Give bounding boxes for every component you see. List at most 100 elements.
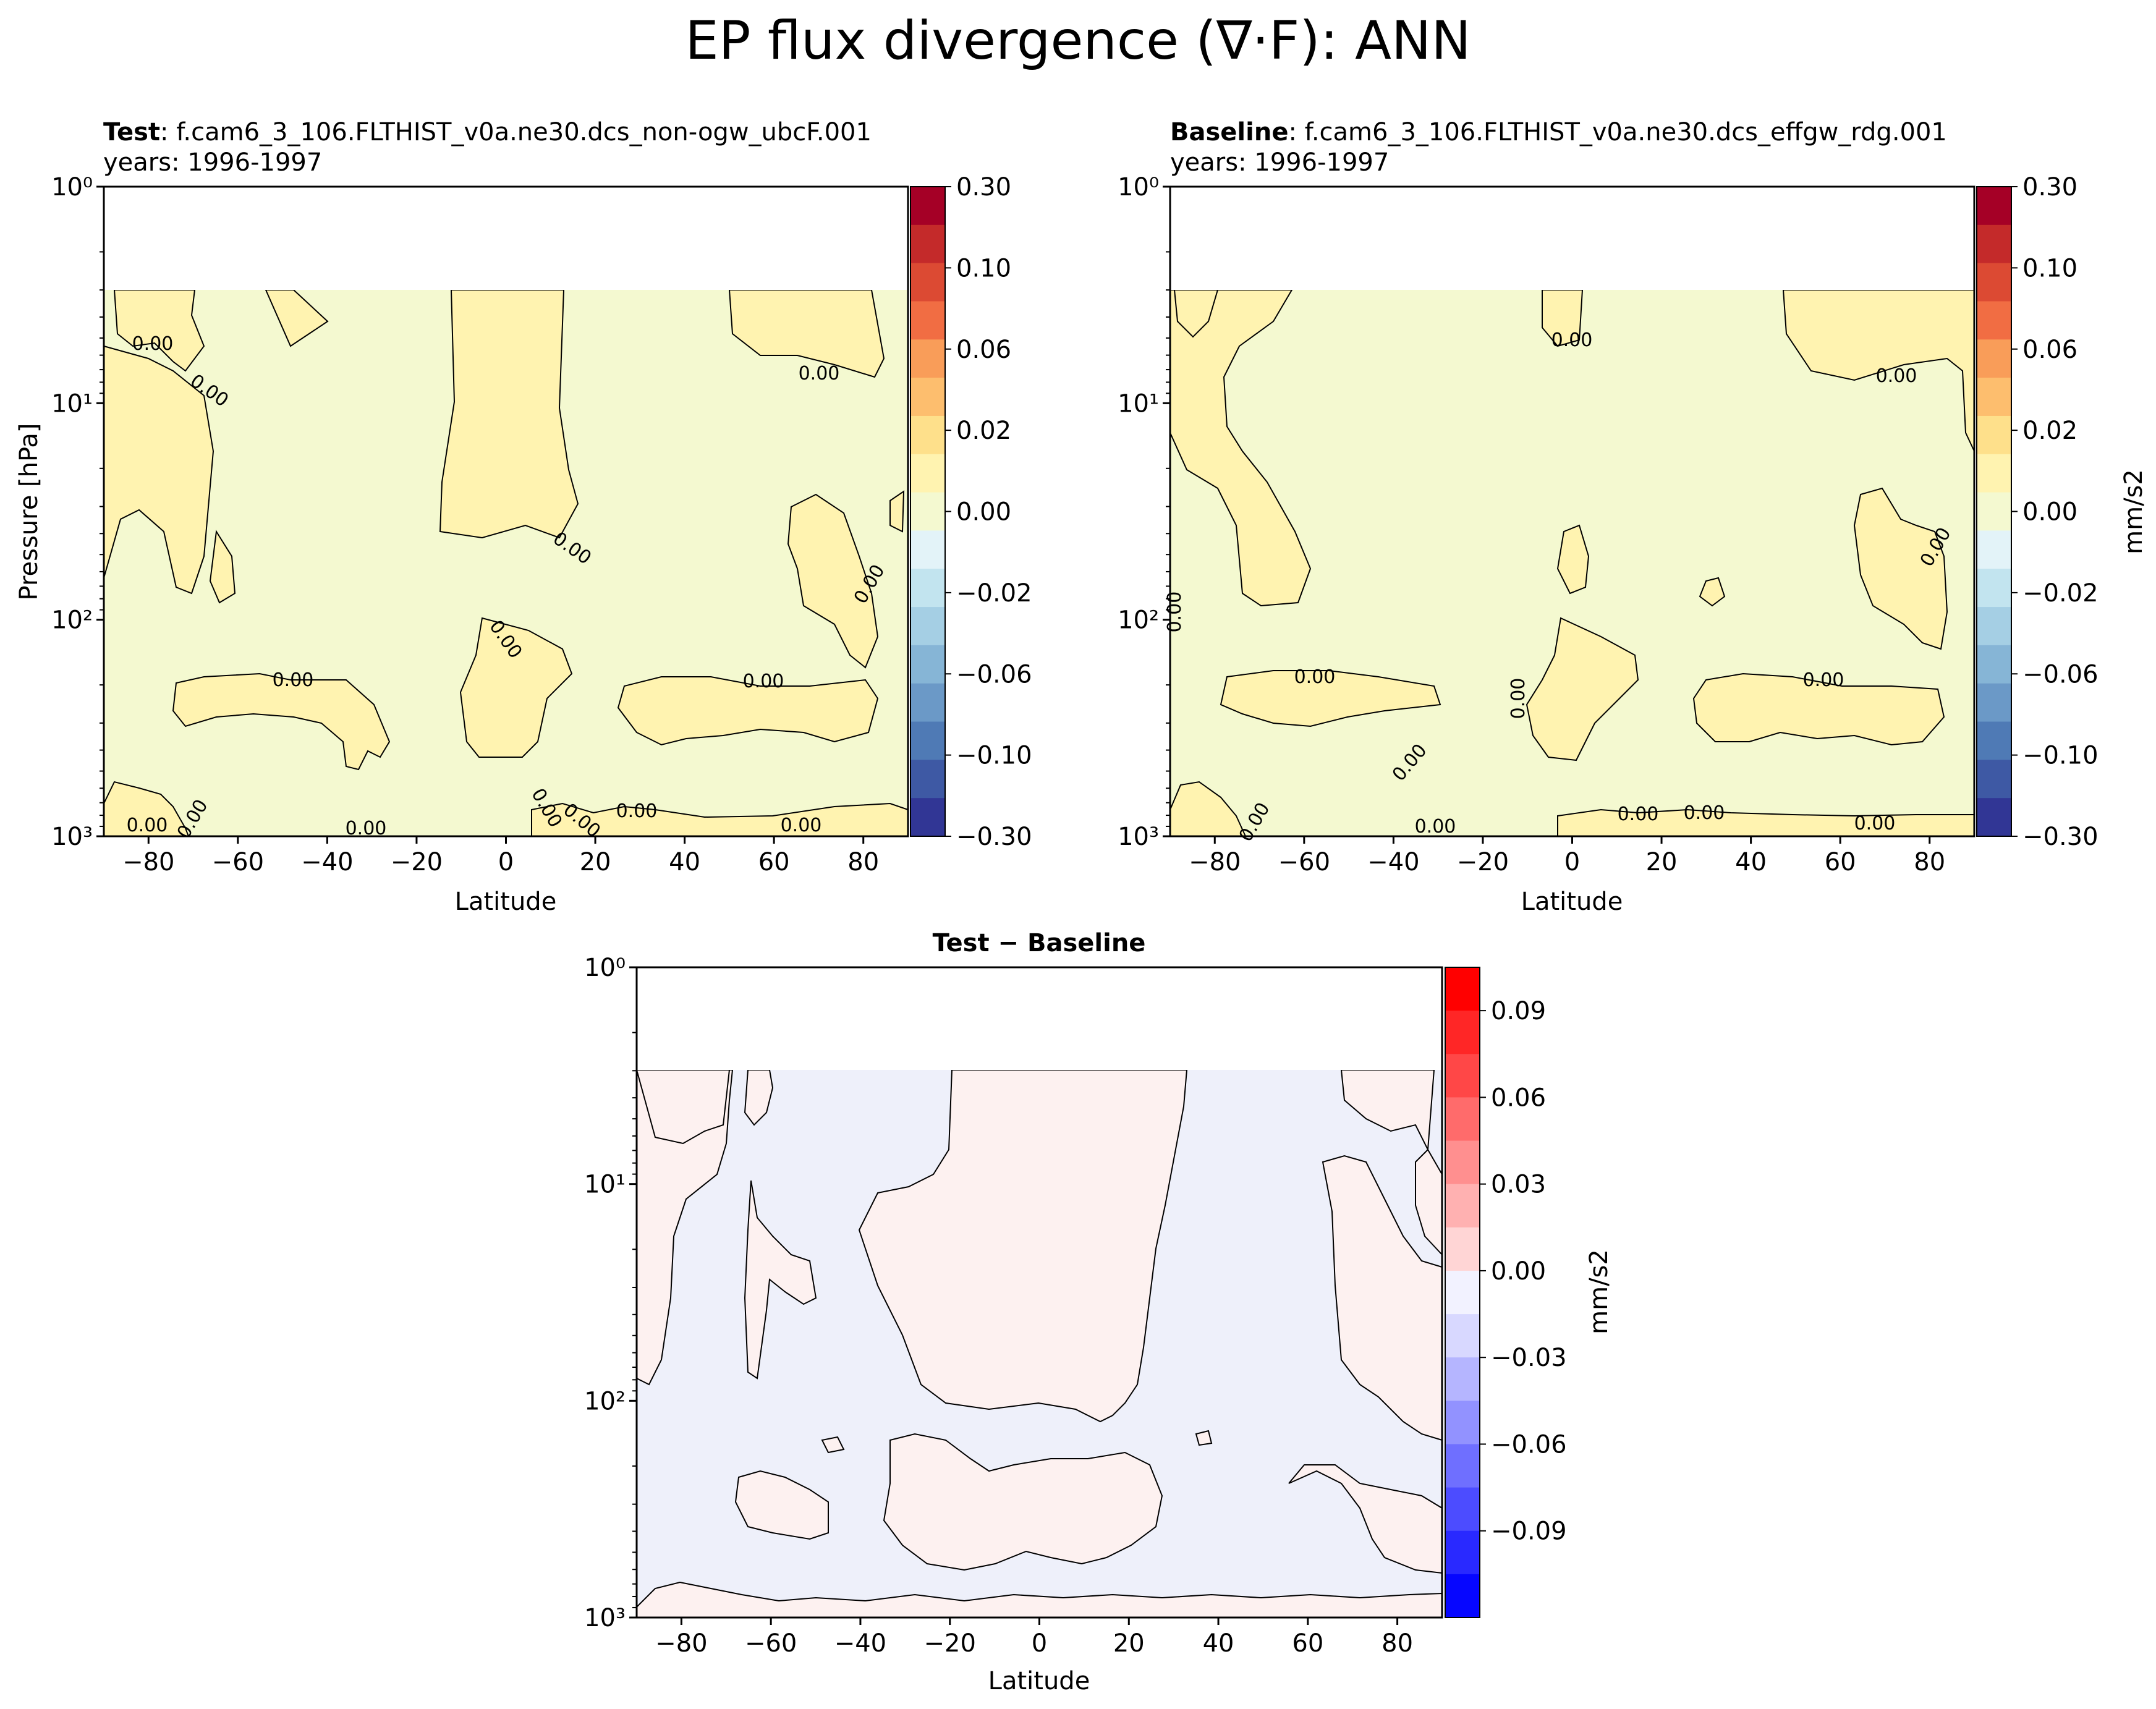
test-x-tick-label: −40 (301, 848, 353, 876)
baseline-x-tick-label: −60 (1278, 848, 1330, 876)
diff-panel: Test − Baseline −80 −60 −40 (584, 929, 1613, 1695)
figure-title: EP flux divergence (∇·F): ANN (685, 10, 1471, 72)
diff-x-tick-label: −80 (655, 1629, 707, 1658)
test-y-tick-label: 10³ (51, 823, 93, 851)
diff-colorbar-tick-label: 0.09 (1491, 997, 1546, 1025)
baseline-colorbar-segment (1977, 378, 2011, 417)
test-positive-region (209, 530, 236, 604)
test-years: years: 1996-1997 (103, 148, 322, 177)
baseline-colorbar-segment (1977, 798, 2011, 837)
diff-x-tick-label: −40 (834, 1629, 886, 1658)
diff-colorbar-segment (1445, 1401, 1480, 1445)
diff-x-tick-label: 20 (1113, 1629, 1145, 1658)
baseline-colorbar-tick-label: 0.06 (2022, 336, 2077, 364)
baseline-colorbar-segment (1977, 607, 2011, 646)
test-positive-region (172, 672, 391, 771)
test-x-tick-label: −80 (122, 848, 174, 876)
baseline-colorbar-segment (1977, 683, 2011, 723)
test-colorbar-tick-label: 0.00 (956, 498, 1011, 527)
diff-x-tick-label: 0 (1032, 1629, 1047, 1658)
test-x-tick-label: 20 (580, 848, 611, 876)
test-y-tick-label: 10⁰ (51, 173, 93, 201)
test-contour-label: 0.00 (132, 333, 174, 355)
baseline-x-tick-label: 40 (1735, 848, 1767, 876)
test-colorbar-tick-label: 0.06 (956, 336, 1011, 364)
test-positive-region (617, 676, 879, 746)
baseline-colorbar-tick-label: 0.00 (2022, 498, 2077, 527)
test-x-tick-label: 40 (669, 848, 700, 876)
baseline-positive-region (1853, 487, 1948, 650)
test-x-tick-label: −20 (391, 848, 443, 876)
diff-colorbar: 0.09 0.06 0.03 0.00 −0.03 −0.06 −0.09 (1445, 967, 1567, 1618)
diff-x-tick-label: 40 (1203, 1629, 1234, 1658)
test-colorbar-tick-label: 0.02 (956, 417, 1011, 445)
baseline-colorbar-segment (1977, 454, 2011, 493)
baseline-positive-region (1169, 289, 1312, 607)
diff-positive-region (821, 1436, 845, 1454)
baseline-cbar-label: mm/s2 (2120, 469, 2148, 554)
diff-colorbar-segment (1445, 1530, 1480, 1575)
baseline-contour-label: 0.00 (1854, 813, 1896, 834)
test-colorbar-segment (910, 607, 945, 646)
diff-positive-region (858, 1069, 1188, 1423)
baseline-x-tick-label: 0 (1564, 848, 1580, 876)
test-title: Test: f.cam6_3_106.FLTHIST_v0a.ne30.dcs_… (103, 118, 872, 146)
test-colorbar-segment (910, 760, 945, 799)
test-positive-region (103, 345, 214, 595)
test-positive-region (728, 289, 885, 378)
baseline-contour-label: 0.00 (1803, 669, 1844, 691)
diff-positive-region (636, 1069, 734, 1386)
test-positive-region (787, 493, 879, 669)
diff-colorbar-segment (1445, 1227, 1480, 1271)
test-colorbar-tick-label: −0.02 (956, 579, 1032, 608)
test-colorbar-segment (910, 683, 945, 723)
baseline-x-tick-label: −40 (1367, 848, 1419, 876)
diff-x-tick-label: 80 (1381, 1629, 1413, 1658)
test-x-tick-label: 80 (847, 848, 879, 876)
test-positive-region (113, 289, 205, 372)
test-contour-label: 0.00 (743, 671, 784, 692)
diff-colorbar-tick-label: 0.00 (1491, 1257, 1546, 1286)
baseline-contour-label: 0.00 (1164, 592, 1186, 633)
baseline-colorbar-tick-label: 0.10 (2022, 254, 2077, 282)
diff-positive-region (744, 1180, 817, 1380)
test-y-tick-label: 10¹ (51, 389, 93, 418)
diff-colorbar-tick-label: −0.03 (1491, 1344, 1567, 1372)
baseline-y-axis: 10⁰ 10¹ 10² 10³ (1118, 173, 1170, 851)
baseline-colorbar-segment (1977, 224, 2011, 264)
test-colorbar-tick-label: 0.30 (956, 173, 1011, 201)
baseline-colorbar-tick-label: −0.06 (2022, 660, 2099, 689)
test-colorbar-segment (910, 492, 945, 532)
baseline-x-tick-label: −80 (1189, 848, 1241, 876)
diff-colorbar-segment (1445, 1574, 1480, 1618)
diff-positive-region (883, 1433, 1163, 1571)
test-contour-label: 0.00 (781, 815, 822, 836)
test-colorbar-segment (910, 645, 945, 684)
test-colorbar-segment (910, 224, 945, 264)
diff-colorbar-segment (1445, 1097, 1480, 1142)
baseline-colorbar: 0.30 0.10 0.06 0.02 0.00 −0.02 −0.06 −0.10 −0.30 (1976, 173, 2099, 851)
diff-colorbar-segment (1445, 1314, 1480, 1358)
test-panel: Test: f.cam6_3_106.FLTHIST_v0a.ne30.dcs_… (15, 118, 1032, 916)
baseline-colorbar-tick-label: −0.02 (2022, 579, 2099, 608)
baseline-colorbar-tick-label: −0.10 (2022, 742, 2099, 770)
test-field: 0.000.000.000.000.00 0.000.000.000.00 0.00… (103, 187, 909, 842)
diff-positive-region (1195, 1430, 1213, 1446)
baseline-positive-region (1526, 617, 1639, 761)
test-colorbar-segment (910, 530, 945, 569)
diff-colorbar-tick-label: −0.06 (1491, 1430, 1567, 1459)
test-colorbar-segment (910, 378, 945, 417)
diff-y-tick-label: 10¹ (584, 1171, 626, 1199)
test-contour-label: 0.00 (799, 363, 840, 384)
diff-colorbar-segment (1445, 1011, 1480, 1054)
baseline-colorbar-tick-label: 0.02 (2022, 417, 2077, 445)
diff-positive-region (734, 1470, 829, 1540)
baseline-colorbar-segment (1977, 263, 2011, 302)
test-colorbar-segment (910, 721, 945, 760)
diff-field (635, 967, 1443, 1618)
diff-positive-region (1322, 1155, 1443, 1441)
baseline-years: years: 1996-1997 (1170, 148, 1389, 177)
baseline-colorbar-tick-label: −0.30 (2022, 823, 2099, 851)
baseline-y-tick-label: 10⁰ (1118, 173, 1159, 201)
